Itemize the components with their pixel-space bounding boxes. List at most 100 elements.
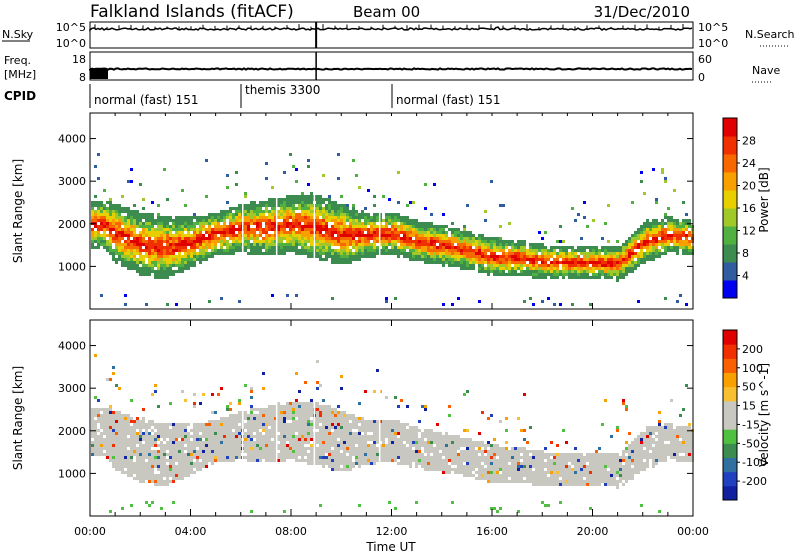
heatmap-cell <box>319 258 322 261</box>
heatmap-cell <box>403 228 406 231</box>
heatmap-cell <box>337 249 340 252</box>
heatmap-cell <box>118 204 121 207</box>
heatmap-cell <box>337 453 340 456</box>
heatmap-cell <box>358 435 361 438</box>
heatmap-cell <box>601 258 604 261</box>
heatmap-cell <box>355 432 358 435</box>
heatmap-cell <box>223 441 226 444</box>
heatmap-cell <box>664 297 667 300</box>
heatmap-cell <box>145 246 148 249</box>
heatmap-cell <box>562 240 565 243</box>
heatmap-cell <box>280 411 283 414</box>
heatmap-cell <box>301 228 304 231</box>
heatmap-cell <box>340 261 343 264</box>
heatmap-cell <box>175 264 178 267</box>
heatmap-cell <box>406 246 409 249</box>
heatmap-cell <box>289 408 292 411</box>
heatmap-cell <box>115 210 118 213</box>
heatmap-cell <box>601 246 604 249</box>
heatmap-cell <box>160 453 163 456</box>
heatmap-cell <box>184 228 187 231</box>
heatmap-cell <box>478 249 481 252</box>
heatmap-cell <box>169 228 172 231</box>
heatmap-cell <box>430 261 433 264</box>
heatmap-cell <box>205 450 208 453</box>
heatmap-cell <box>286 240 289 243</box>
heatmap-cell <box>310 213 313 216</box>
heatmap-cell <box>388 432 391 435</box>
heatmap-cell <box>673 228 676 231</box>
heatmap-cell <box>316 426 319 429</box>
heatmap-cell <box>253 456 256 459</box>
heatmap-cell <box>451 252 454 255</box>
heatmap-cell <box>181 189 184 192</box>
heatmap-cell <box>112 417 115 420</box>
heatmap-cell <box>319 246 322 249</box>
heatmap-cell <box>637 258 640 261</box>
heatmap-cell <box>91 411 94 414</box>
heatmap-cell <box>319 222 322 225</box>
heatmap-cell <box>631 252 634 255</box>
heatmap-cell <box>283 246 286 249</box>
heatmap-cell <box>130 219 133 222</box>
heatmap-cell <box>607 267 610 270</box>
heatmap-cell <box>661 246 664 249</box>
heatmap-cell <box>316 423 319 426</box>
heatmap-cell <box>376 453 379 456</box>
heatmap-cell <box>220 417 223 420</box>
heatmap-cell <box>304 453 307 456</box>
heatmap-cell <box>352 237 355 240</box>
heatmap-cell <box>340 237 343 240</box>
heatmap-cell <box>232 435 235 438</box>
heatmap-cell <box>121 426 124 429</box>
heatmap-cell <box>370 447 373 450</box>
heatmap-cell <box>631 255 634 258</box>
heatmap-cell <box>127 243 130 246</box>
heatmap-cell <box>661 222 664 225</box>
heatmap-cell <box>673 231 676 234</box>
heatmap-cell <box>592 219 595 222</box>
heatmap-cell <box>349 429 352 432</box>
heatmap-cell <box>625 249 628 252</box>
heatmap-cell <box>247 231 250 234</box>
heatmap-cell <box>370 450 373 453</box>
heatmap-cell <box>286 213 289 216</box>
heatmap-cell <box>439 252 442 255</box>
heatmap-cell <box>568 255 571 258</box>
heatmap-cell <box>460 252 463 255</box>
heatmap-cell <box>208 255 211 258</box>
heatmap-cell <box>271 213 274 216</box>
heatmap-cell <box>307 219 310 222</box>
heatmap-cell <box>187 453 190 456</box>
heatmap-cell <box>301 204 304 207</box>
heatmap-cell <box>250 420 253 423</box>
heatmap-cell <box>310 228 313 231</box>
heatmap-cell <box>145 453 148 456</box>
heatmap-cell <box>115 459 118 462</box>
heatmap-cell <box>115 384 118 387</box>
heatmap-cell <box>280 222 283 225</box>
heatmap-cell <box>286 432 289 435</box>
heatmap-cell <box>613 264 616 267</box>
heatmap-cell <box>382 459 385 462</box>
heatmap-cell <box>91 414 94 417</box>
heatmap-cell <box>346 243 349 246</box>
heatmap-cell <box>217 225 220 228</box>
heatmap-cell <box>370 255 373 258</box>
heatmap-cell <box>343 438 346 441</box>
heatmap-cell <box>202 435 205 438</box>
heatmap-cell <box>94 420 97 423</box>
heatmap-cell <box>295 198 298 201</box>
heatmap-cell <box>118 459 121 462</box>
heatmap-cell <box>343 225 346 228</box>
heatmap-cell <box>151 420 154 423</box>
heatmap-cell <box>307 198 310 201</box>
heatmap-cell <box>550 246 553 249</box>
heatmap-cell <box>157 204 160 207</box>
heatmap-cell <box>280 237 283 240</box>
heatmap-cell <box>91 240 94 243</box>
heatmap-cell <box>343 447 346 450</box>
heatmap-cell <box>352 207 355 210</box>
heatmap-cell <box>304 204 307 207</box>
heatmap-cell <box>151 252 154 255</box>
